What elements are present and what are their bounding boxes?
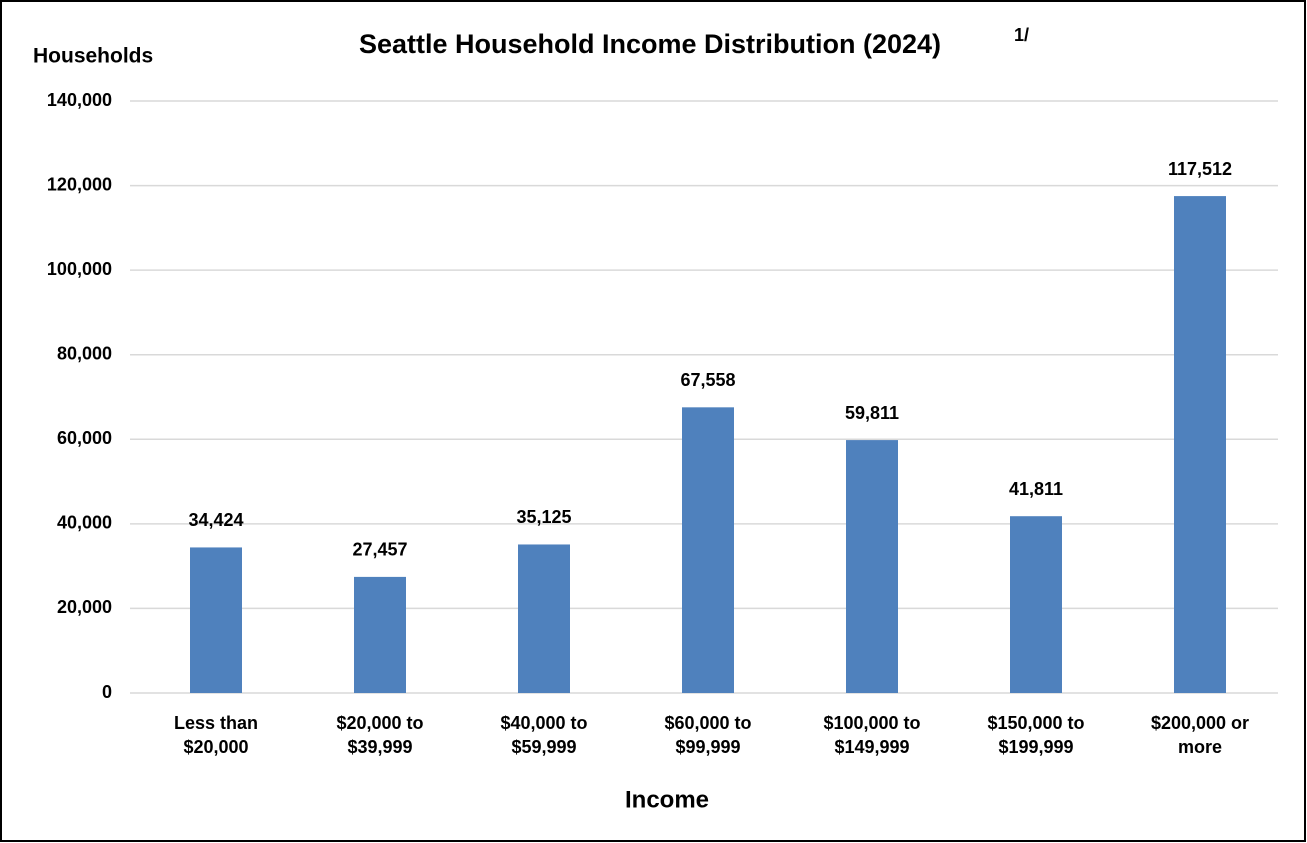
bar	[846, 440, 898, 693]
data-label: 59,811	[845, 403, 899, 423]
y-tick-label: 20,000	[57, 597, 112, 617]
x-tick-label: $60,000 to $99,999	[664, 713, 752, 757]
y-tick-label: 140,000	[47, 90, 112, 110]
y-tick-label: 0	[102, 682, 112, 702]
y-tick-label: 40,000	[57, 513, 112, 533]
data-label: 67,558	[680, 370, 735, 390]
data-label: 34,424	[188, 510, 243, 530]
bar	[354, 576, 406, 693]
x-tick-label: $20,000 to $39,999	[336, 713, 424, 757]
x-tick-label: $40,000 to $59,999	[500, 713, 588, 757]
bar	[682, 407, 734, 693]
y-tick-label: 80,000	[57, 343, 112, 363]
data-label: 35,125	[516, 507, 571, 527]
bar	[190, 547, 242, 693]
x-tick-label: $200,000 or more	[1150, 713, 1250, 757]
y-axis-title: Households	[33, 45, 153, 68]
chart-title: Seattle Household Income Distribution (2…	[359, 29, 941, 59]
y-tick-label: 60,000	[57, 428, 112, 448]
x-tick-label: $150,000 to $199,999	[987, 713, 1085, 757]
x-tick-label: Less than $20,000	[173, 713, 259, 757]
bar	[1010, 516, 1062, 693]
data-label: 27,457	[352, 540, 407, 560]
data-label: 117,512	[1168, 159, 1232, 179]
y-tick-label: 120,000	[47, 174, 112, 194]
bar	[518, 544, 570, 693]
x-tick-label: $100,000 to $149,999	[823, 713, 921, 757]
data-label: 41,811	[1009, 479, 1063, 499]
y-tick-label: 100,000	[47, 259, 112, 279]
bar	[1174, 196, 1226, 694]
x-axis-title: Income	[625, 786, 709, 813]
title-note: 1/	[1014, 25, 1029, 45]
